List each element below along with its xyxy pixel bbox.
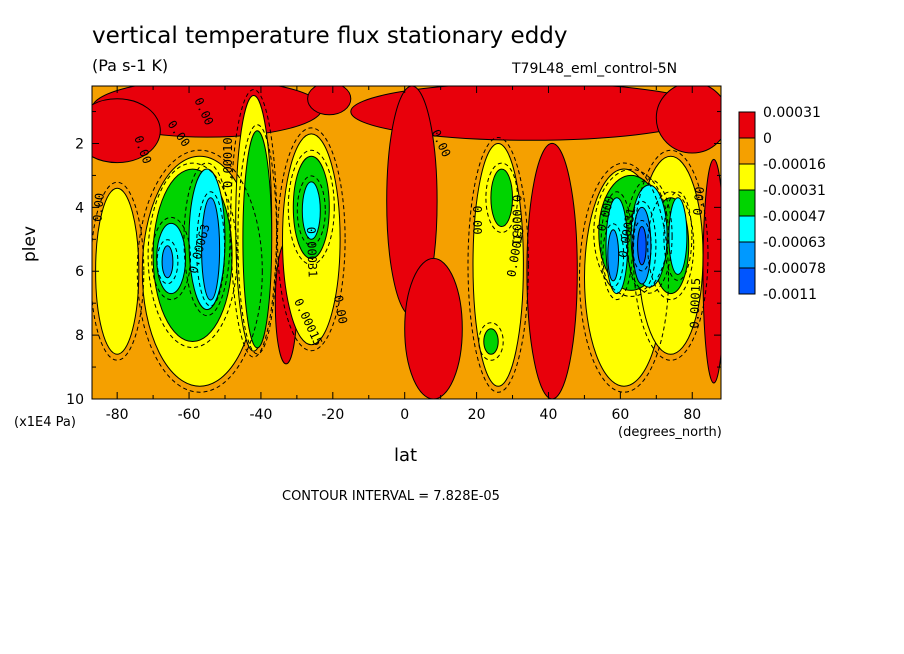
contour-line	[632, 149, 709, 361]
contour-line	[230, 89, 278, 358]
x-tick-label: 60	[611, 407, 629, 423]
colorbar-swatch	[738, 267, 756, 295]
colorbar-swatch	[738, 215, 756, 243]
contour-line	[602, 223, 625, 288]
colorbar-swatch	[738, 163, 756, 191]
colorbar-label: -0.00031	[763, 183, 826, 199]
contour-line	[627, 200, 657, 291]
colorbar: 0.00031 0 -0.00016 -0.00031 -0.00047 -0.00063…	[738, 105, 826, 303]
contour-line	[579, 162, 669, 393]
contour-line	[277, 127, 346, 352]
plot-frame	[91, 85, 722, 400]
y-tick-label: 2	[75, 136, 84, 152]
x-tick-label: -40	[249, 407, 272, 423]
x-tick-label: -60	[178, 407, 201, 423]
contour-label: 0.00	[90, 192, 106, 222]
contour-label: 0.00010	[221, 137, 235, 188]
chart-title: vertical temperature flux stationary edd…	[92, 23, 568, 49]
x-axis-label: lat	[394, 445, 418, 466]
contour-region-red	[92, 98, 161, 164]
contour-line	[296, 175, 326, 246]
contour-region-green	[483, 328, 499, 355]
y-axis-unit: (x1E4 Pa)	[14, 415, 76, 430]
chart-units: (Pa s-1 K)	[92, 56, 169, 75]
contour-line	[593, 168, 669, 297]
contour-label: 0.00015	[687, 278, 703, 329]
contour-region-blue	[201, 197, 221, 301]
colorbar-label: -0.0011	[763, 287, 817, 303]
contour-label: 0.00031	[304, 227, 320, 278]
contour-label: 0.00	[331, 294, 350, 325]
contour-region-red	[307, 86, 352, 116]
contour-region-blue	[607, 229, 620, 282]
colorbar-swatch	[738, 241, 756, 269]
contour-region-red	[526, 142, 578, 399]
contour-line	[156, 239, 179, 285]
contour-region-red	[655, 86, 721, 154]
contour-label: 0.00	[691, 186, 707, 216]
colorbar-label: 0.00031	[763, 105, 821, 121]
contour-label: 0.00	[470, 206, 484, 235]
x-tick-label: -20	[321, 407, 344, 423]
colorbar-label: -0.00078	[763, 261, 826, 277]
dashed-contours	[92, 89, 709, 393]
contour-line	[663, 191, 693, 281]
colorbar-label: -0.00063	[763, 235, 826, 251]
y-tick-label: 8	[75, 328, 84, 344]
y-tick-label: 6	[75, 264, 84, 280]
colorbar-swatch	[738, 137, 756, 165]
contour-interval: CONTOUR INTERVAL = 7.828E-05	[282, 489, 500, 504]
contour-line	[632, 220, 652, 272]
colorbar-label: 0	[763, 131, 772, 147]
contour-region-green	[490, 168, 514, 228]
contour-line	[92, 181, 145, 361]
x-tick-label: -80	[106, 407, 129, 423]
dataset-name: T79L48_eml_control-5N	[512, 61, 678, 77]
contour-line	[625, 178, 673, 294]
contour-line	[485, 162, 519, 234]
colorbar-label: -0.00016	[763, 157, 826, 173]
contour-region-darkblue	[637, 226, 647, 266]
x-tick-label: 40	[540, 407, 558, 423]
contour-region-cyan	[668, 197, 688, 275]
contour-line	[600, 191, 634, 301]
contour-region-blue	[161, 245, 174, 279]
x-tick-label: 20	[468, 407, 486, 423]
contour-line	[237, 124, 278, 355]
contour-line	[467, 137, 529, 393]
contour-region-green	[242, 130, 273, 349]
colorbar-swatch	[738, 111, 756, 139]
y-tick-label: 10	[66, 392, 84, 408]
contour-label: 0.00031	[510, 195, 524, 246]
y-axis-ticks: 2 4 6 8 10	[66, 111, 721, 408]
contour-line	[196, 191, 226, 307]
contour-region-red	[404, 257, 463, 399]
y-tick-label: 4	[75, 200, 84, 216]
contour-line	[478, 322, 504, 361]
x-tick-label: 80	[683, 407, 701, 423]
contour-region-cyan	[301, 181, 321, 240]
contour-line	[147, 162, 238, 348]
contour-line	[151, 216, 192, 301]
contour-line	[183, 162, 231, 317]
x-tick-label: 0	[400, 407, 409, 423]
x-axis-unit: (degrees_north)	[618, 425, 722, 440]
x-axis-ticks: -80 -60 -40 -20 0 20 40 60 80	[106, 86, 701, 423]
colorbar-swatch	[738, 189, 756, 217]
colorbar-label: -0.00047	[763, 209, 826, 225]
contour-line	[136, 149, 263, 393]
contour-line	[287, 149, 335, 265]
